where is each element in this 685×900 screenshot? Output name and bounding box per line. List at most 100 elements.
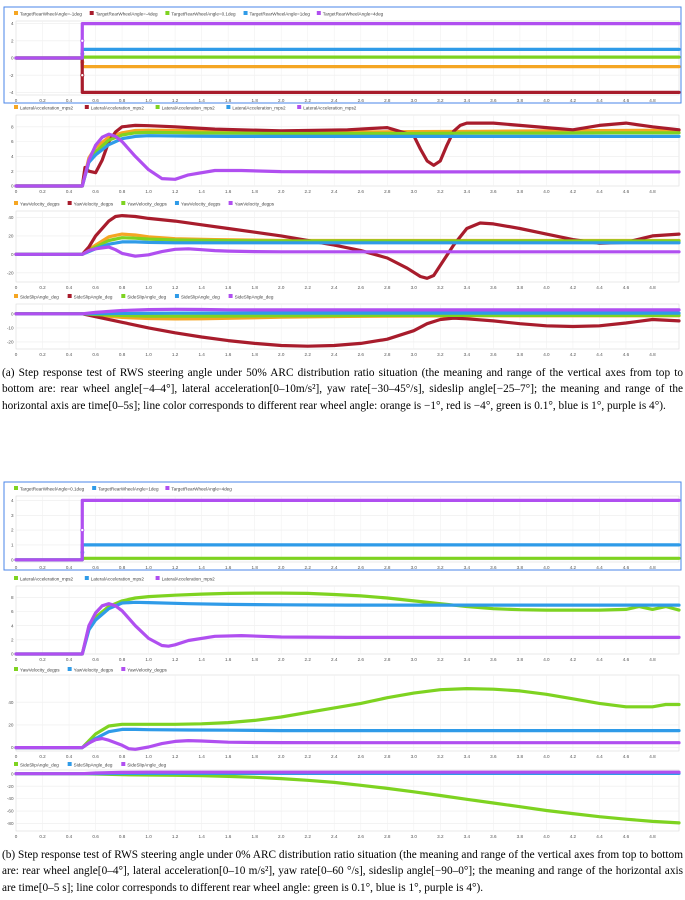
x-tick-label: 3.6 [490,98,497,103]
legend-swatch [228,201,233,205]
x-tick-label: 2.8 [384,565,391,570]
chart-b-1: TargetRearWheelAngle=0.1deg TargetRearWhe… [3,481,682,571]
legend-swatch [155,576,160,580]
y-tick-label: 0 [11,557,14,562]
legend-label: TargetRearWheelAngle=1deg [250,12,311,17]
y-tick-label: 40 [8,215,14,220]
caption-a: (a) Step response test of RWS steering a… [2,367,683,412]
x-tick-label: 0.6 [92,189,99,194]
x-tick-label: 0.4 [66,98,73,103]
series-line [14,214,681,280]
x-tick-label: 0.8 [119,834,126,839]
x-tick-label: 3.6 [490,565,497,570]
x-tick-label: 2.2 [305,352,312,357]
x-tick-label: 0.8 [119,189,126,194]
x-tick-label: 2.6 [358,352,365,357]
x-tick-label: 0.2 [39,657,46,662]
x-tick-label: 2.0 [278,754,285,759]
legend-swatch [14,486,18,490]
legend-swatch [67,294,72,298]
legend-label: LateralAcceleration_mps2 [91,577,145,582]
series-line [14,736,681,751]
x-tick-label: 3.6 [490,352,497,357]
x-tick-label: 2.4 [331,657,338,662]
x-tick-label: 0.4 [66,189,73,194]
legend-label: TargetRearWheelAngle=0.1deg [171,12,236,17]
x-tick-label: 3.4 [464,657,471,662]
legend-swatch [121,762,126,766]
x-tick-label: 2.6 [358,565,365,570]
y-tick-label: 6 [11,609,14,614]
legend-label: SideSlipAngle_deg [181,295,220,300]
x-tick-label: 4.6 [623,285,630,290]
legend-label: LateralAcceleration_mps2 [162,106,216,111]
x-tick-label: 1.8 [251,565,258,570]
x-tick-label: 3.0 [411,657,418,662]
x-tick-label: 2.8 [384,352,391,357]
x-tick-label: 4.4 [596,754,603,759]
x-tick-label: 0.6 [92,754,99,759]
series-line [14,556,681,562]
x-tick-label: 4.8 [649,352,656,357]
x-tick-label: 3.2 [437,657,444,662]
series-line [14,245,681,258]
x-tick-label: 4.6 [623,98,630,103]
chart-b-2: LateralAcceleration_mps2 LateralAccelerat… [11,576,681,662]
y-tick-label: 2 [11,528,14,533]
x-tick-label: 2.8 [384,285,391,290]
chart-a-1: TargetRearWheelAngle=-1deg TargetRearWhee… [3,6,682,104]
x-tick-label: 4.8 [649,189,656,194]
x-tick-label: 2.8 [384,754,391,759]
x-tick-label: 3.2 [437,285,444,290]
x-tick-label: 1.6 [225,98,232,103]
x-tick-label: 2.4 [331,285,338,290]
x-tick-label: 4.0 [543,189,550,194]
x-tick-label: 1.8 [251,352,258,357]
legend-swatch [14,201,18,205]
x-tick-label: 1.0 [145,565,152,570]
legend-swatch [174,201,179,205]
legend-label: LateralAcceleration_mps2 [162,577,216,582]
chart-a-2: LateralAcceleration_mps2 LateralAccelerat… [11,105,681,194]
x-tick-label: 3.6 [490,754,497,759]
legend-swatch [121,294,126,298]
x-tick-label: 1.6 [225,189,232,194]
y-tick-label: -20 [7,784,14,789]
step-marker [80,528,85,533]
x-tick-label: 1.8 [251,189,258,194]
y-tick-label: -2 [9,73,14,78]
x-tick-label: 1.0 [145,189,152,194]
x-tick-label: 3.4 [464,352,471,357]
x-tick-label: 4.6 [623,657,630,662]
x-tick-label: 2.6 [358,657,365,662]
x-tick-label: 2.0 [278,285,285,290]
x-tick-label: 1.2 [172,834,179,839]
x-tick-label: 1.0 [145,98,152,103]
x-tick-label: 4.0 [543,285,550,290]
x-tick-label: 4.2 [570,285,577,290]
x-tick-label: 3.4 [464,754,471,759]
x-tick-label: 2.0 [278,834,285,839]
x-tick-label: 0.2 [39,352,46,357]
x-tick-label: 1.4 [198,657,205,662]
x-tick-label: 1.6 [225,565,232,570]
y-tick-label: 0 [11,252,14,257]
x-tick-label: 3.6 [490,657,497,662]
y-tick-label: 0 [11,745,14,750]
x-tick-label: 1.0 [145,834,152,839]
x-tick-label: 4.0 [543,98,550,103]
x-tick-label: 4.0 [543,657,550,662]
x-tick-label: 4.2 [570,189,577,194]
x-tick-label: 0.6 [92,285,99,290]
x-tick-label: 2.4 [331,352,338,357]
x-tick-label: 3.0 [411,285,418,290]
x-tick-label: 0 [15,834,18,839]
x-tick-label: 2.0 [278,565,285,570]
x-tick-label: 4.8 [649,657,656,662]
legend-swatch [243,11,248,15]
x-tick-label: 3.8 [517,352,524,357]
x-tick-label: 1.4 [198,834,205,839]
x-tick-label: 1.4 [198,189,205,194]
x-tick-label: 1.6 [225,834,232,839]
